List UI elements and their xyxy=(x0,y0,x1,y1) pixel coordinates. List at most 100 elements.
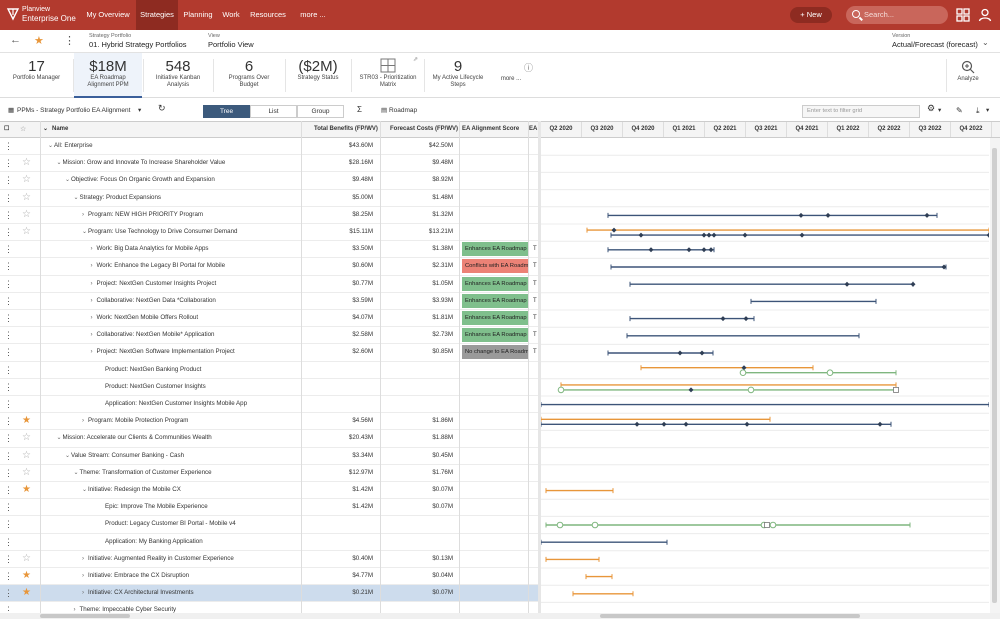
row-menu-icon[interactable]: ⋮ xyxy=(4,571,13,581)
table-row[interactable]: ⋮ › Theme: Impeccable Cyber Security xyxy=(0,602,538,613)
table-row[interactable]: ⋮ ☆ ⌄ Objective: Focus On Organic Growth an… xyxy=(0,172,538,190)
row-name[interactable]: Product: NextGen Customer Insights xyxy=(105,382,206,390)
row-menu-icon[interactable]: ⋮ xyxy=(4,209,13,220)
kpi-prioritization-matrix[interactable]: STR03 - Prioritization Matrix xyxy=(352,53,424,98)
planview-logo[interactable]: Planview Enterprise One xyxy=(6,4,76,26)
name-sort-icon[interactable]: ⌄ xyxy=(43,126,49,132)
horizontal-scrollbar[interactable] xyxy=(0,613,1000,619)
kpi-programs-over-budget[interactable]: 6 Programs Over Budget xyxy=(214,53,284,98)
row-menu-icon[interactable]: ⋮ xyxy=(4,278,13,289)
favorite-star-icon[interactable]: ★ xyxy=(22,415,31,427)
table-row[interactable]: ⋮ ⌄ All: Enterprise $43.60M $42.50M xyxy=(0,138,538,156)
row-menu-icon[interactable]: ⋮ xyxy=(4,502,13,513)
external-link-icon[interactable]: ⇗ xyxy=(413,57,419,63)
expand-chevron-icon[interactable]: › xyxy=(82,589,85,597)
table-row[interactable]: ⋮ ☆ ⌄ Mission: Grow and Innovate To Increas… xyxy=(0,155,538,173)
split-pane-divider[interactable] xyxy=(538,121,541,613)
table-row[interactable]: ⋮ › Work: Big Data Analytics for Mobile Ap… xyxy=(0,241,538,259)
row-menu-icon[interactable]: ⋮ xyxy=(4,244,13,255)
nav-work[interactable]: Work xyxy=(222,10,240,19)
tree-view-button[interactable]: Tree xyxy=(203,105,250,118)
table-row[interactable]: ⋮ ☆ ⌄ Program: Use Technology to Drive Cons… xyxy=(0,224,538,242)
version-select[interactable]: Actual/Forecast (forecast) xyxy=(892,40,978,49)
row-menu-icon[interactable]: ⋮ xyxy=(4,364,13,375)
row-name[interactable]: Work: NextGen Mobile Offers Rollout xyxy=(96,314,199,321)
new-button[interactable]: + New xyxy=(790,7,832,23)
row-menu-icon[interactable]: ⋮ xyxy=(4,450,13,461)
row-menu-icon[interactable]: ⋮ xyxy=(4,227,13,237)
row-name[interactable]: Strategy: Product Expansions xyxy=(79,193,162,201)
row-name[interactable]: Value Stream: Consumer Banking - Cash xyxy=(71,451,185,459)
table-row[interactable]: ⋮ Application: NextGen Customer Insights … xyxy=(0,396,538,414)
kpi-more[interactable]: more ... xyxy=(493,53,529,98)
download-icon[interactable]: ⤓ xyxy=(976,106,980,115)
row-name[interactable]: Project: NextGen Customer Insights Proje… xyxy=(96,279,217,287)
nav-my-overview[interactable]: My Overview xyxy=(86,10,130,19)
table-row[interactable]: ⋮ ★ › Program: Mobile Protection Program $4.… xyxy=(0,413,538,431)
row-menu-icon[interactable]: ⋮ xyxy=(4,467,13,478)
back-arrow-icon[interactable]: ← xyxy=(10,34,21,46)
favorite-star-icon[interactable]: ★ xyxy=(22,570,31,581)
collapse-chevron-icon[interactable]: ⌄ xyxy=(73,193,79,201)
row-name[interactable]: Epic: Improve The Mobile Experience xyxy=(105,503,208,511)
collapse-chevron-icon[interactable]: ⌄ xyxy=(73,468,79,476)
kpi-strategy-status[interactable]: ($2M) Strategy Status xyxy=(286,53,350,98)
row-menu-icon[interactable]: ⋮ xyxy=(4,192,13,203)
chevron-down-icon[interactable]: ⌄ xyxy=(982,38,989,47)
row-name[interactable]: Collaborative: NextGen Data *Collaborati… xyxy=(96,296,216,304)
nav-more[interactable]: more ... xyxy=(300,10,326,19)
row-menu-icon[interactable]: ⋮ xyxy=(4,295,13,306)
row-menu-icon[interactable]: ⋮ xyxy=(4,330,13,341)
row-name[interactable]: Program: Mobile Protection Program xyxy=(88,417,189,425)
row-menu-icon[interactable]: ⋮ xyxy=(4,485,13,495)
row-name[interactable]: Initiative: CX Architectural Investments xyxy=(88,589,194,597)
row-menu-icon[interactable]: ⋮ xyxy=(4,381,13,392)
table-row[interactable]: ⋮ › Work: Enhance the Legacy BI Portal for… xyxy=(0,258,538,276)
expand-chevron-icon[interactable]: › xyxy=(90,296,93,304)
expand-chevron-icon[interactable]: › xyxy=(82,417,85,425)
expand-chevron-icon[interactable]: › xyxy=(73,606,76,613)
expand-chevron-icon[interactable]: › xyxy=(82,554,85,562)
table-row[interactable]: ⋮ › Project: NextGen Software Implementati… xyxy=(0,344,538,362)
favorite-star-icon[interactable]: ☆ xyxy=(22,191,31,203)
table-row[interactable]: ⋮ ☆ › Initiative: Augmented Reality in Cust… xyxy=(0,551,538,568)
roadmap-scroll-thumb[interactable] xyxy=(600,614,860,618)
table-row[interactable]: ⋮ ☆ ⌄ Theme: Transformation of Customer Exp… xyxy=(0,465,538,482)
column-forecast-costs[interactable]: Forecast Costs (FP/WV) xyxy=(390,126,459,132)
kpi-my-lifecycle-steps[interactable]: 9 My Active Lifecycle Steps xyxy=(425,53,491,98)
collapse-chevron-icon[interactable]: ⌄ xyxy=(56,434,62,442)
group-view-button[interactable]: Group xyxy=(297,105,344,118)
user-icon[interactable] xyxy=(978,8,992,22)
table-row[interactable]: ⋮ ☆ › Program: NEW HIGH PRIORITY Program $8.… xyxy=(0,207,538,224)
row-name[interactable]: Mission: Accelerate our Clients & Commun… xyxy=(62,434,212,442)
collapse-chevron-icon[interactable]: ⌄ xyxy=(48,142,54,149)
row-menu-icon[interactable]: ⋮ xyxy=(4,347,13,358)
row-name[interactable]: All: Enterprise xyxy=(54,142,93,149)
table-row[interactable]: ⋮ Product: Legacy Customer BI Portal - Mo… xyxy=(0,516,538,534)
refresh-icon[interactable]: ↻ xyxy=(158,103,166,113)
expand-chevron-icon[interactable]: › xyxy=(90,314,93,321)
row-name[interactable]: Theme: Impeccable Cyber Security xyxy=(79,606,177,613)
favorite-star-icon[interactable]: ☆ xyxy=(22,226,31,237)
collapse-chevron-icon[interactable]: ⌄ xyxy=(82,486,88,493)
row-name[interactable]: Initiative: Augmented Reality in Custome… xyxy=(88,554,234,562)
table-row[interactable]: ⋮ › Collaborative: NextGen Data *Collabora… xyxy=(0,293,538,310)
table-row[interactable]: ⋮ › Project: NextGen Customer Insights Pro… xyxy=(0,276,538,293)
row-name[interactable]: Collaborative: NextGen Mobile* Applicati… xyxy=(96,331,215,339)
row-menu-icon[interactable]: ⋮ xyxy=(4,175,13,186)
favorite-star-icon[interactable]: ★ xyxy=(22,587,31,599)
row-name[interactable]: Application: My Banking Application xyxy=(105,537,203,545)
favorite-star-icon[interactable]: ★ xyxy=(22,484,31,495)
table-row[interactable]: ⋮ ★ ⌄ Initiative: Redesign the Mobile CX $1.… xyxy=(0,482,538,500)
nav-resources[interactable]: Resources xyxy=(250,10,286,19)
table-row[interactable]: ⋮ ★ › Initiative: Embrace the CX Disruption… xyxy=(0,568,538,586)
row-name[interactable]: Objective: Focus On Organic Growth and E… xyxy=(71,176,215,184)
expand-chevron-icon[interactable]: › xyxy=(90,279,93,287)
settings-gear-icon[interactable]: ⚙ xyxy=(927,103,936,113)
list-view-button[interactable]: List xyxy=(250,105,297,118)
row-menu-icon[interactable]: ⋮ xyxy=(4,588,13,599)
row-name[interactable]: Work: Big Data Analytics for Mobile Apps xyxy=(96,245,209,253)
row-name[interactable]: Work: Enhance the Legacy BI Portal for M… xyxy=(96,262,226,270)
expand-chevron-icon[interactable]: › xyxy=(90,245,93,253)
row-menu-icon[interactable]: ⋮ xyxy=(4,605,13,613)
